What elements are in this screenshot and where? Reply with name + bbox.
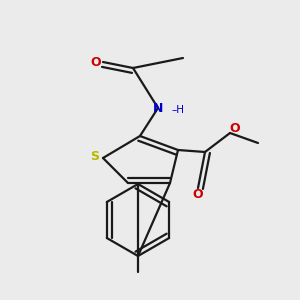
Text: N: N (153, 101, 163, 115)
Text: O: O (91, 56, 101, 68)
Text: O: O (230, 122, 240, 136)
Text: –H: –H (172, 105, 185, 115)
Text: S: S (91, 149, 100, 163)
Text: O: O (193, 188, 203, 202)
